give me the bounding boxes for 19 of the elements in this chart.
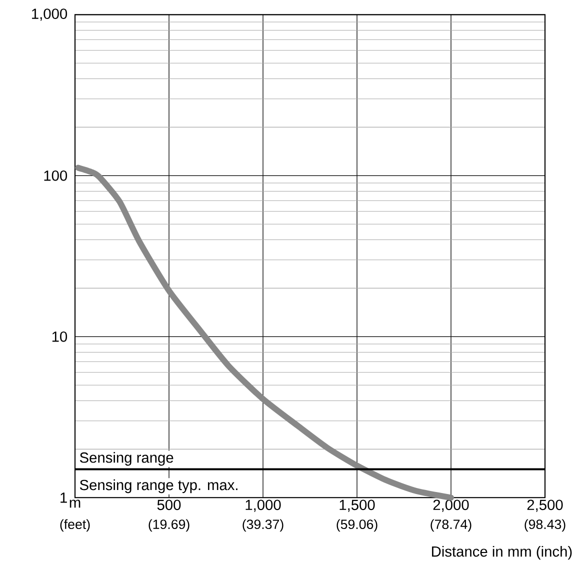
x-tick-label: 1,000 [246, 500, 281, 512]
x2-tick-label: (19.69) [148, 519, 190, 532]
x-tick-label: m [70, 500, 80, 508]
x-tick-label: 1,500 [340, 500, 375, 512]
x2-tick-label: (98.43) [524, 519, 566, 532]
y-tick-label: 10 [52, 331, 68, 342]
annotation: Sensing range typ. max. [80, 479, 238, 494]
y-tick-label: 100 [44, 170, 68, 181]
x-tick-label: 2,000 [433, 500, 469, 512]
x2-tick-label: (78.74) [430, 519, 472, 532]
y-tick-label: 1 [60, 492, 67, 503]
y-tick-label: 1,000 [32, 8, 68, 21]
x-axis-title: Distance in mm (inch) [432, 546, 572, 560]
x2-tick-label: (39.37) [242, 519, 284, 532]
x-tick-label: 500 [157, 500, 181, 510]
x-tick-label: 2,500 [527, 500, 563, 512]
x2-tick-label: (59.06) [336, 519, 378, 532]
ref-line-label: Sensing range [80, 452, 174, 466]
x2-tick-label: (feet) [60, 519, 90, 532]
